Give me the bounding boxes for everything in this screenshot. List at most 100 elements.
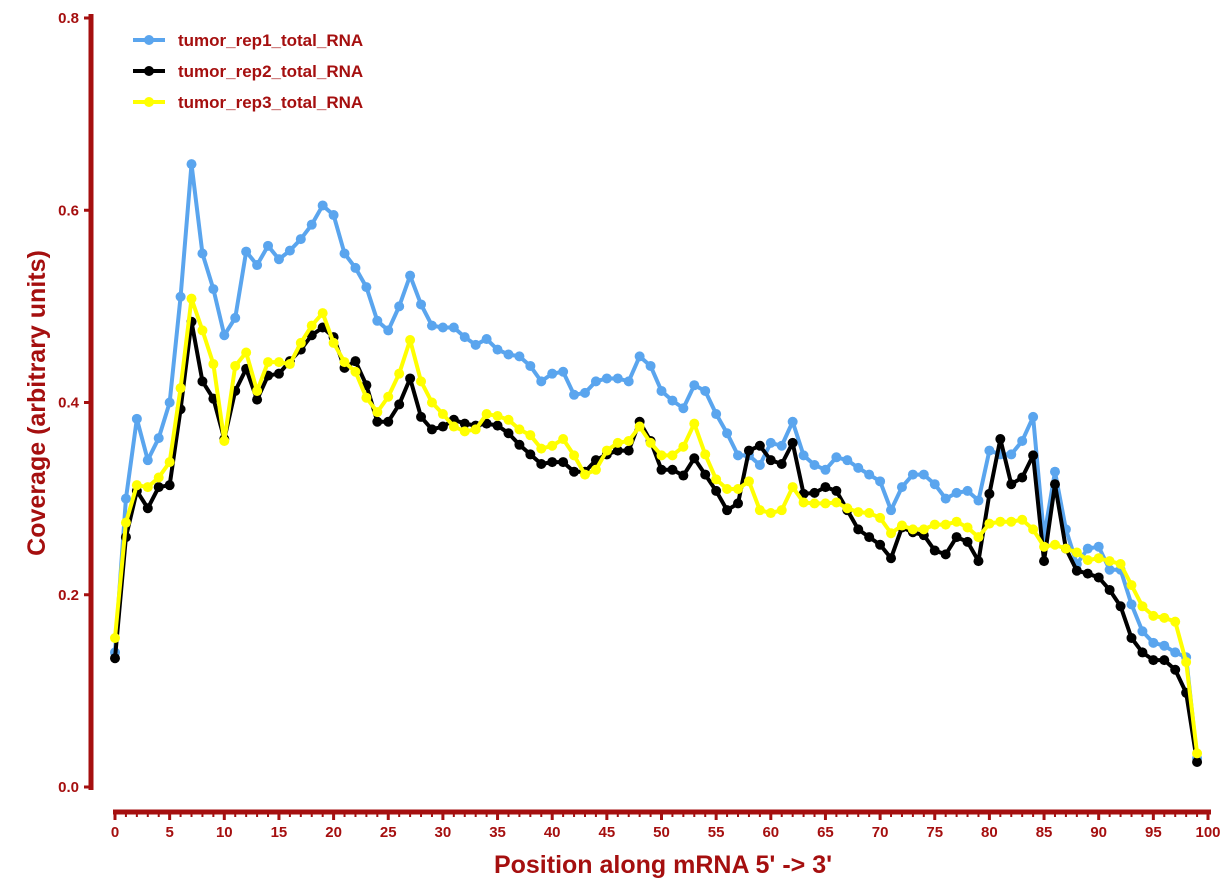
data-point (503, 414, 514, 425)
data-point (787, 482, 798, 493)
data-point (175, 383, 186, 394)
series-line (113, 296, 1200, 754)
data-point (700, 385, 711, 396)
data-point (383, 325, 394, 336)
data-point (241, 246, 252, 257)
data-point (536, 443, 547, 454)
data-point (1192, 748, 1203, 759)
data-point (339, 248, 350, 259)
data-point (754, 505, 765, 516)
data-point (295, 337, 306, 348)
data-point (470, 424, 481, 435)
data-point (733, 498, 744, 509)
x-tick-label: 100 (1195, 824, 1220, 841)
data-point (678, 403, 689, 414)
data-point (350, 262, 361, 273)
data-point (612, 437, 623, 448)
data-point (569, 466, 580, 477)
data-point (907, 469, 918, 480)
data-point (241, 347, 252, 358)
data-point (962, 485, 973, 496)
data-point (536, 376, 547, 387)
data-point (230, 360, 241, 371)
legend-label: tumor_rep2_total_RNA (178, 62, 363, 81)
data-point (481, 409, 492, 420)
data-point (634, 421, 645, 432)
x-tick-label: 65 (817, 824, 834, 841)
data-point (678, 441, 689, 452)
data-point (164, 480, 175, 491)
data-point (1049, 479, 1060, 490)
data-point (689, 418, 700, 429)
series-1 (110, 159, 1203, 764)
data-point (317, 200, 328, 211)
data-point (383, 416, 394, 427)
data-point (197, 376, 208, 387)
legend-swatch-marker (144, 35, 154, 45)
x-tick-label: 25 (380, 824, 397, 841)
series-line (113, 319, 1200, 763)
data-point (634, 351, 645, 362)
data-point (197, 248, 208, 259)
data-point (110, 633, 120, 644)
y-tick-label: 0.2 (58, 587, 79, 604)
data-point (929, 479, 940, 490)
data-point (1082, 555, 1093, 566)
y-axis-title: Coverage (arbitrary units) (23, 250, 51, 556)
data-point (372, 407, 383, 418)
data-point (1060, 543, 1071, 554)
data-point (733, 450, 744, 461)
data-point (831, 497, 842, 508)
y-axis: 0.0 0.2 0.4 0.6 0.8 (58, 10, 94, 796)
data-point (1082, 543, 1093, 554)
data-point (306, 219, 317, 230)
data-point (754, 459, 765, 470)
data-point (995, 434, 1006, 445)
x-tick-label: 90 (1090, 824, 1107, 841)
data-point (569, 389, 580, 400)
data-point (656, 385, 667, 396)
data-point (558, 366, 569, 377)
data-point (601, 373, 612, 384)
data-point (896, 482, 907, 493)
data-point (984, 518, 995, 529)
data-point (667, 450, 678, 461)
data-point (383, 391, 394, 402)
x-tick-label: 50 (653, 824, 670, 841)
x-tick-label: 60 (762, 824, 779, 841)
data-point (481, 334, 492, 345)
data-point (252, 260, 263, 271)
data-point (743, 476, 754, 487)
data-point (1028, 450, 1039, 461)
data-point (1181, 657, 1192, 668)
data-point (798, 497, 809, 508)
data-point (1082, 568, 1093, 579)
data-point (918, 524, 929, 535)
data-point (1170, 616, 1181, 627)
data-point (951, 487, 962, 498)
data-point (492, 410, 503, 421)
data-point (394, 368, 405, 379)
data-point (656, 450, 667, 461)
data-point (820, 464, 831, 475)
data-point (940, 519, 951, 530)
data-point (1006, 449, 1017, 460)
data-point (831, 485, 842, 496)
data-point (918, 469, 929, 480)
data-point (1093, 572, 1104, 583)
data-point (711, 485, 722, 496)
data-point (525, 360, 536, 371)
data-point (208, 359, 219, 370)
data-point (995, 516, 1006, 527)
data-point (1115, 601, 1126, 612)
data-point (514, 439, 525, 450)
y-tick-label: 0.8 (58, 10, 79, 27)
data-point (1148, 637, 1159, 648)
data-point (951, 532, 962, 543)
data-point (875, 512, 886, 523)
data-point (437, 409, 448, 420)
data-point (700, 469, 711, 480)
data-point (842, 503, 853, 514)
data-point (470, 339, 481, 350)
data-point (579, 387, 590, 398)
